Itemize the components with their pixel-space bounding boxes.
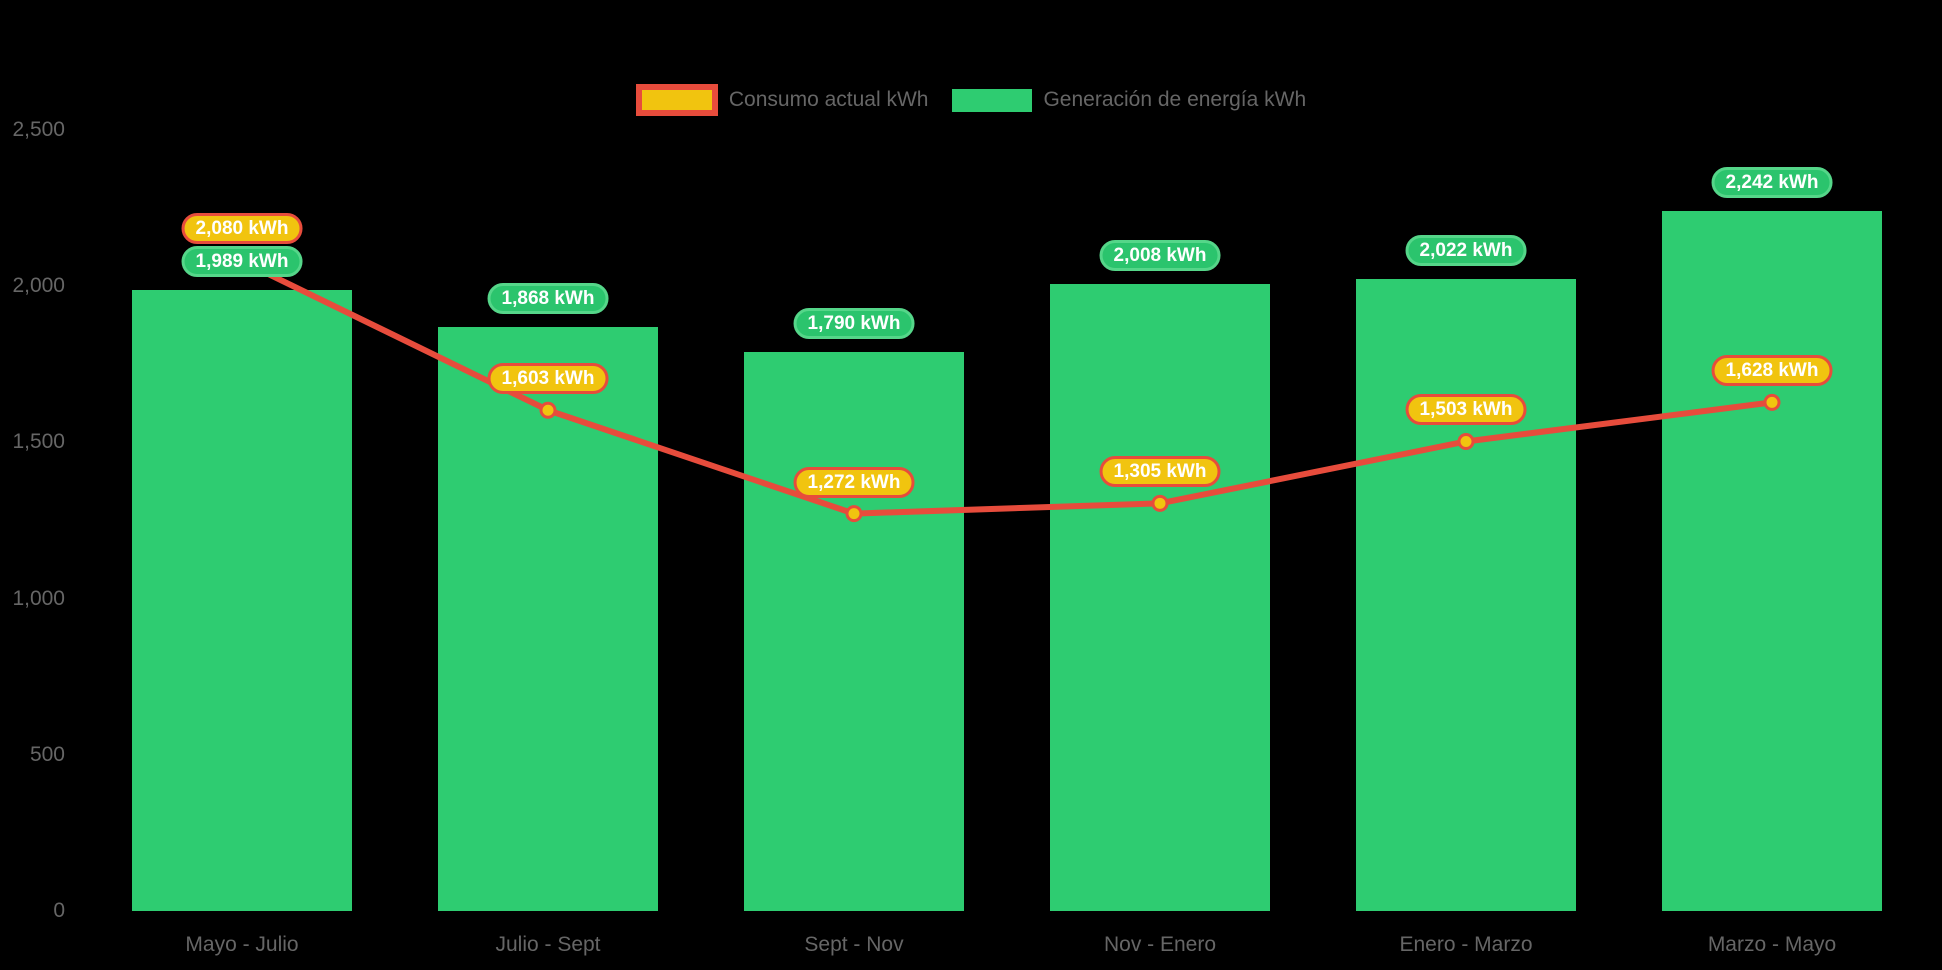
bar-generacion-4[interactable]: [1050, 283, 1270, 911]
generacion-value-label: 1,868 kWh: [487, 283, 609, 315]
x-axis-label: Enero - Marzo: [1399, 933, 1533, 956]
bar-generacion-2[interactable]: [438, 327, 658, 911]
generacion-value-label: 2,008 kWh: [1099, 239, 1221, 271]
consumo-value-label: 1,305 kWh: [1099, 456, 1221, 488]
bar-generacion-1[interactable]: [132, 289, 352, 911]
generacion-value-label: 2,022 kWh: [1405, 235, 1527, 267]
y-axis-tick-label: 2,500: [12, 118, 65, 141]
generacion-value-label: 1,790 kWh: [793, 307, 915, 339]
x-axis-label: Marzo - Mayo: [1707, 933, 1837, 956]
consumo-value-label: 1,272 kWh: [793, 466, 915, 498]
bar-generacion-5[interactable]: [1356, 279, 1576, 911]
legend-label-generacion: Generación de energía kWh: [1043, 88, 1307, 111]
legend-item-generacion[interactable]: Generación de energía kWh: [952, 88, 1306, 112]
bar-generacion-6[interactable]: [1662, 210, 1882, 911]
x-axis-label: Mayo - Julio: [185, 933, 299, 956]
y-axis-tick-label: 2,000: [12, 274, 65, 298]
legend-label-consumo: Consumo actual kWh: [728, 88, 929, 111]
legend-item-consumo-actual[interactable]: Consumo actual kWh: [635, 84, 929, 116]
consumo-value-label: 1,603 kWh: [487, 363, 609, 395]
y-axis-tick-label: 1,000: [12, 586, 65, 610]
y-axis-tick-label: 1,500: [12, 430, 65, 454]
legend-swatch-consumo-icon: [635, 84, 718, 116]
y-axis-tick-label: 0: [53, 899, 65, 922]
generacion-value-label: 2,242 kWh: [1711, 166, 1833, 198]
x-axis-label: Julio - Sept: [495, 933, 601, 956]
legend-swatch-generacion-icon: [952, 88, 1033, 112]
consumo-value-label: 1,628 kWh: [1711, 355, 1833, 387]
consumo-value-label: 2,080 kWh: [181, 212, 303, 244]
x-axis-label: Sept - Nov: [804, 933, 904, 956]
y-axis-tick-label: 500: [29, 742, 65, 766]
chart-legend: Consumo actual kWh Generación de energía…: [0, 84, 1942, 116]
x-axis-label: Nov - Enero: [1103, 933, 1217, 956]
consumo-value-label: 1,503 kWh: [1405, 394, 1527, 426]
bar-generacion-3[interactable]: [744, 351, 964, 911]
generacion-value-label: 1,989 kWh: [181, 245, 303, 277]
